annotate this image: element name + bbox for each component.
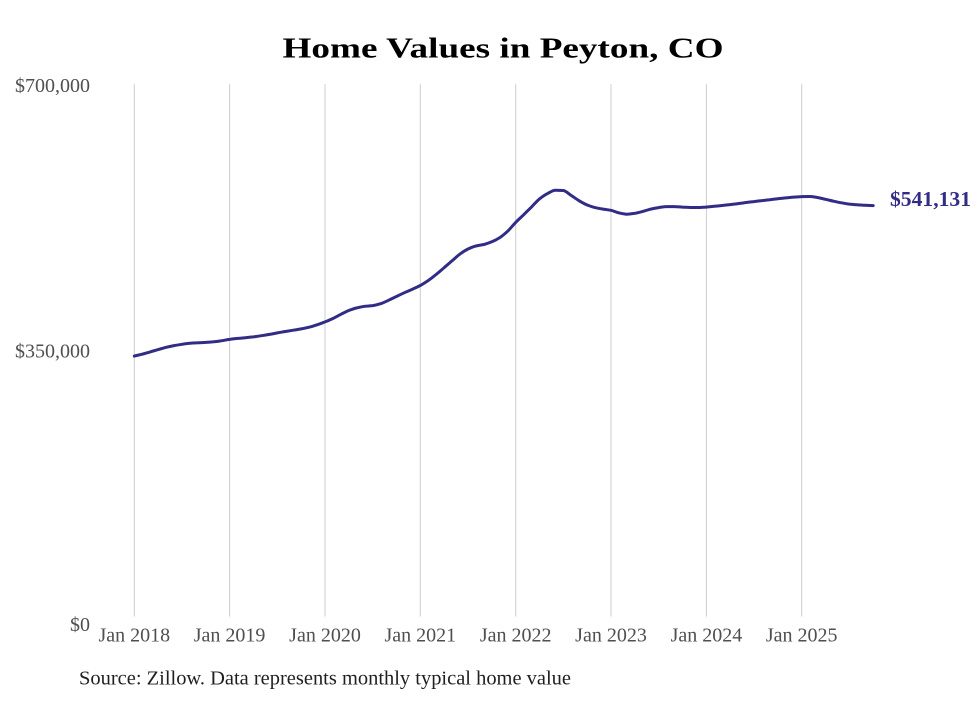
svg-text:Jan 2019: Jan 2019 bbox=[194, 625, 266, 647]
svg-text:Jan 2022: Jan 2022 bbox=[480, 625, 552, 647]
svg-text:$700,000: $700,000 bbox=[15, 75, 90, 97]
svg-text:Source: Zillow. Data represent: Source: Zillow. Data represents monthly … bbox=[79, 668, 571, 690]
svg-text:Jan 2020: Jan 2020 bbox=[289, 625, 361, 647]
svg-text:Jan 2025: Jan 2025 bbox=[766, 625, 838, 647]
svg-text:Jan 2023: Jan 2023 bbox=[575, 625, 647, 647]
svg-text:$0: $0 bbox=[70, 614, 90, 636]
svg-text:Home Values in Peyton, CO: Home Values in Peyton, CO bbox=[283, 33, 724, 65]
svg-text:$541,131: $541,131 bbox=[890, 187, 971, 211]
svg-text:$350,000: $350,000 bbox=[15, 341, 90, 363]
svg-text:Jan 2021: Jan 2021 bbox=[384, 625, 456, 647]
svg-text:Jan 2024: Jan 2024 bbox=[671, 625, 743, 647]
svg-text:Jan 2018: Jan 2018 bbox=[98, 625, 170, 647]
